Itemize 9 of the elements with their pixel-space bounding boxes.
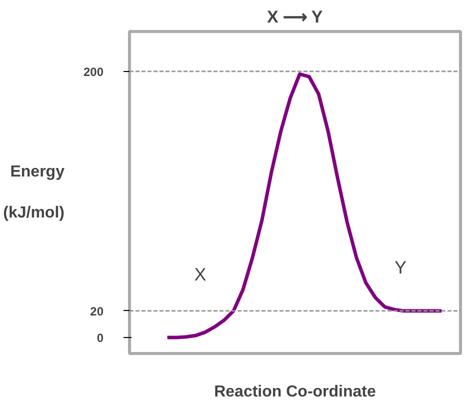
x-axis-title: Reaction Co-ordinate	[214, 384, 376, 400]
y-tick-label: 0	[96, 331, 104, 346]
line-series	[166, 72, 444, 340]
annotation: Y	[394, 258, 406, 278]
y-tick-label: 20	[90, 304, 104, 318]
chart-title: X ⟶ Y	[266, 8, 324, 26]
annotation: X	[194, 264, 206, 284]
y-tick-label: 200	[83, 64, 104, 79]
text: Energy (kJ/mol)	[3, 164, 64, 222]
